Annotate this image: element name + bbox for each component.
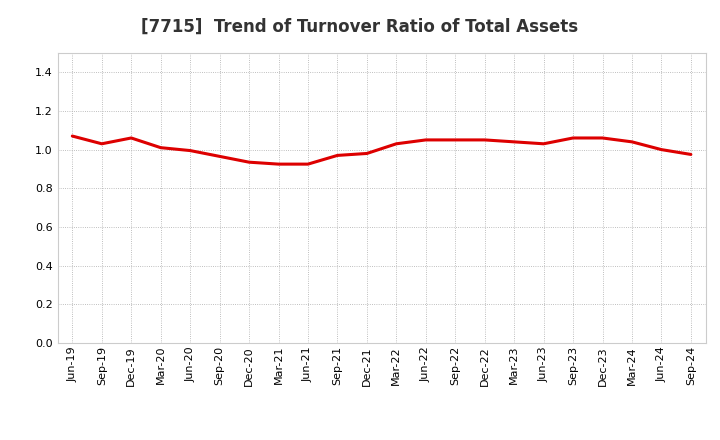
Text: [7715]  Trend of Turnover Ratio of Total Assets: [7715] Trend of Turnover Ratio of Total … [141, 18, 579, 36]
